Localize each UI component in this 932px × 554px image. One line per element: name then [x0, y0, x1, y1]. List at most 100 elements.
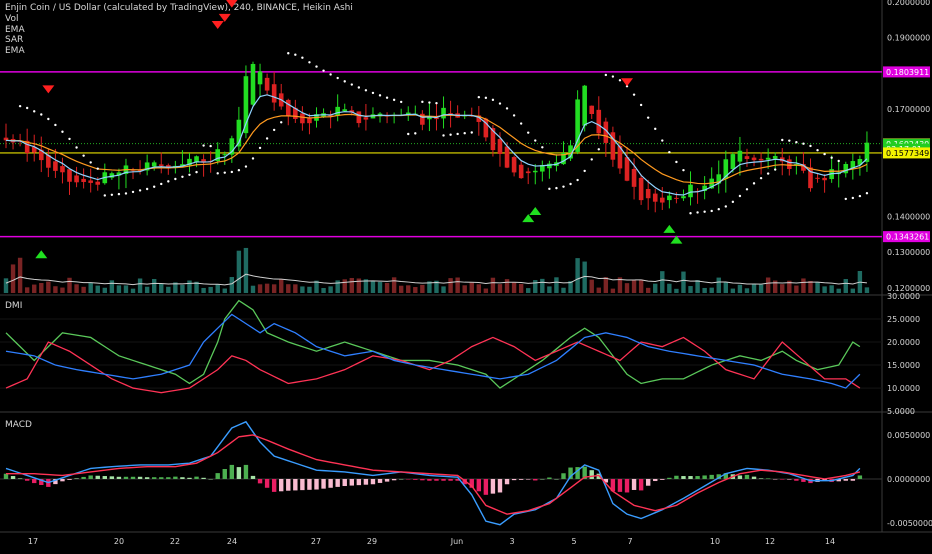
price-badges: 0.18039110.16034210.160243003:17:010.157… — [883, 66, 930, 243]
indicator-vol-label[interactable]: Vol — [5, 13, 19, 24]
sar-dot — [583, 169, 586, 173]
macd-histogram-bar — [17, 478, 23, 479]
macd-histogram-bar — [653, 478, 658, 482]
volume-bar — [822, 286, 827, 293]
macd-histogram-bar — [208, 478, 213, 480]
macd-histogram-bar — [406, 478, 411, 480]
macd-tick-label: 0.0050000 — [887, 431, 930, 440]
candle-body — [617, 145, 623, 169]
candle-body — [631, 168, 637, 187]
volume-bar — [151, 278, 157, 293]
time-tick-label: 14 — [825, 537, 835, 546]
time-tick-label: 12 — [765, 537, 775, 546]
macd-histogram-bar — [645, 478, 651, 486]
candle-body — [24, 140, 30, 154]
volume-bar — [448, 278, 453, 293]
sar-dot — [357, 86, 361, 89]
volume-bar — [808, 280, 813, 293]
candle-body — [3, 137, 9, 141]
volume-bar — [46, 281, 51, 293]
macd-histogram-bar — [116, 476, 122, 479]
macd-histogram-bar — [413, 478, 418, 480]
macd-histogram-bar — [702, 475, 707, 479]
sar-dot — [675, 160, 678, 164]
candle-body — [504, 146, 510, 168]
volume-bar — [201, 287, 206, 293]
volume-bar — [554, 277, 559, 293]
volume-bar — [67, 277, 72, 293]
macd-histogram-bar — [342, 478, 347, 487]
volume-bar — [159, 283, 164, 293]
sar-dot — [160, 182, 163, 186]
dmi-tick-label: 5.0000 — [887, 407, 915, 416]
sar-dot — [710, 209, 713, 213]
volume-bar — [497, 284, 503, 293]
dmi-panel-label[interactable]: DMI — [5, 301, 23, 311]
candle-body — [490, 128, 496, 151]
macd-line — [5, 420, 861, 526]
sar-dot — [216, 172, 219, 175]
macd-histogram-bar — [511, 478, 517, 481]
candle-body — [476, 115, 482, 122]
volume-bar — [187, 280, 192, 293]
macd-histogram-bar — [462, 478, 467, 485]
volume-bar — [349, 277, 354, 293]
candle-body — [596, 109, 602, 134]
sar-dot — [527, 131, 530, 134]
sar-dot — [287, 52, 290, 55]
macd-histogram-bar — [130, 476, 136, 479]
candle-body — [801, 164, 806, 171]
sar-dot — [350, 83, 353, 86]
time-tick-label: 7 — [627, 537, 632, 546]
sar-dot — [75, 146, 78, 149]
indicator-sar-label[interactable]: SAR — [5, 35, 24, 46]
candle-body — [864, 142, 870, 162]
dmi-tick-label: 15.0000 — [887, 361, 920, 370]
price-tick-label: 0.1400000 — [887, 212, 930, 221]
indicator-ema-label[interactable]: EMA — [5, 24, 25, 35]
candle-body — [427, 116, 432, 120]
sar-dot — [258, 146, 262, 150]
candle-body — [737, 150, 743, 162]
macd-histogram-bar — [222, 469, 227, 479]
candle-body — [448, 113, 453, 115]
volume-bar — [730, 288, 736, 293]
volume-bar — [617, 277, 623, 293]
time-tick-label: Jun — [450, 537, 464, 546]
sar-dot — [865, 192, 869, 195]
candle-body — [716, 174, 722, 184]
volume-bar — [638, 279, 644, 293]
volume-bar — [561, 287, 566, 293]
candle-body — [723, 159, 729, 179]
macd-histogram-bar — [765, 478, 771, 479]
volume-bar — [674, 288, 679, 293]
candle-body — [638, 177, 644, 201]
volume-bar — [130, 288, 136, 293]
volume-bar — [264, 283, 270, 293]
macd-histogram-bar — [540, 478, 545, 480]
sar-dot — [774, 168, 777, 171]
macd-panel-label[interactable]: MACD — [5, 420, 32, 430]
candle-body — [405, 112, 411, 116]
volume-bar — [504, 279, 510, 293]
sar-dot — [371, 91, 375, 95]
volume-bar — [271, 284, 277, 293]
macd-histogram-bar — [384, 478, 390, 482]
sar-dot — [68, 137, 71, 141]
macd-tick-label: 0.0000000 — [887, 475, 930, 484]
macd-histogram-bar — [370, 478, 376, 485]
sell-signal-marker — [218, 13, 231, 22]
volume-bar — [39, 282, 44, 293]
candle-body — [109, 173, 115, 178]
sar-dot — [463, 132, 466, 135]
candle-body — [31, 146, 37, 153]
time-tick-label: 29 — [367, 537, 377, 546]
candle-body — [250, 63, 256, 105]
macd-histogram-bar — [610, 478, 616, 492]
indicator-ema2-label[interactable]: EMA — [5, 46, 25, 57]
candle-body — [561, 152, 566, 165]
volume-bar — [533, 280, 538, 293]
sar-dot — [188, 173, 191, 176]
